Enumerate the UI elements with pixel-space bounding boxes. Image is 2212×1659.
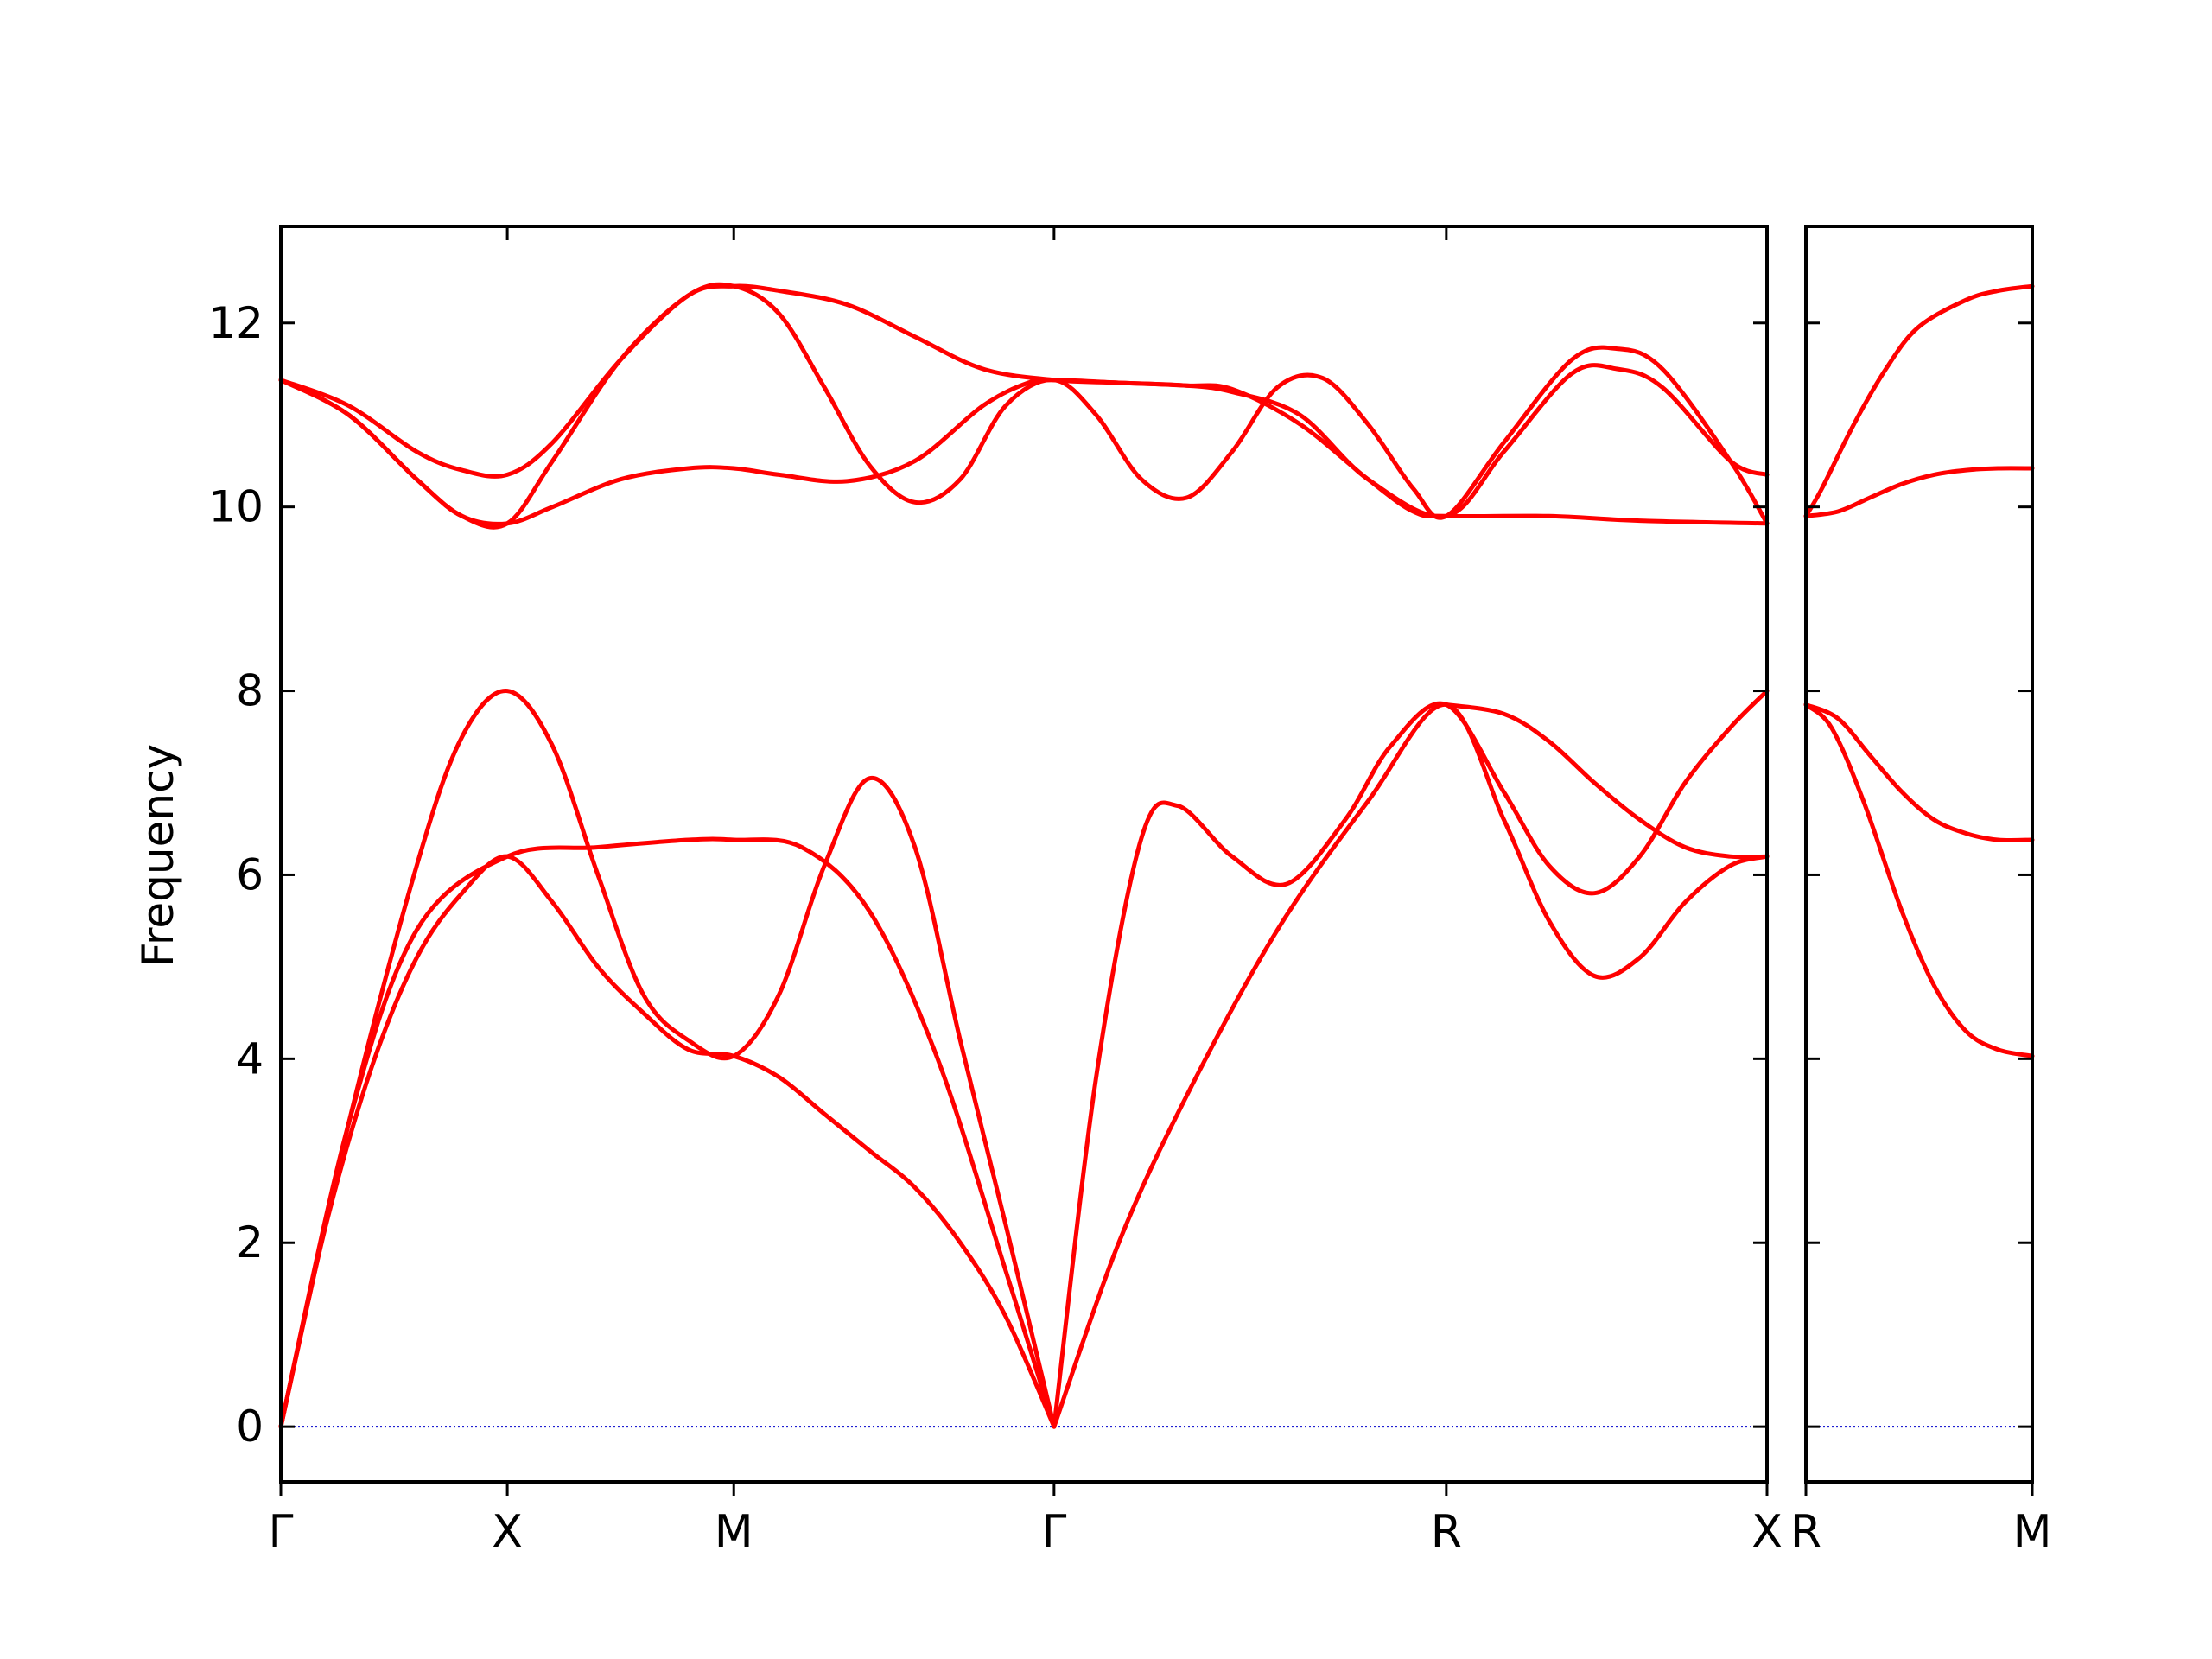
y-tick-label: 6 [236,849,264,899]
side-band-4 [1803,283,2035,518]
y-tick-label: 8 [236,666,264,716]
axes-frame [1804,225,2034,1484]
band-2 [278,689,1057,1429]
y-tick-label: 0 [236,1402,264,1452]
axes-frame [279,225,1769,1484]
band-3 [278,836,1057,1429]
band-1 [278,854,1057,1429]
y-axis-label: Frequency [133,744,183,967]
k-point-label: Γ [269,1506,294,1558]
main-panel: 0 2 4 6 8 10 12 Γ X M Γ R X [208,225,1783,1558]
y-tick-label: 12 [208,298,264,348]
side-band-2 [1803,702,2035,1058]
band-4 [1052,702,1770,1429]
k-point-label: M [715,1506,753,1558]
band-5 [1052,689,1770,1429]
k-point-label: M [2013,1506,2052,1558]
y-tick-label: 10 [208,482,264,532]
y-tick-label: 2 [236,1217,264,1268]
k-point-label: X [1751,1506,1783,1558]
side-band-1 [1803,702,2035,843]
band-9 [278,282,1770,530]
side-band-3 [1803,466,2035,518]
k-point-label: R [1431,1506,1462,1558]
y-tick-label: 4 [236,1033,264,1084]
k-point-label: Γ [1041,1506,1066,1558]
k-point-label: R [1790,1506,1821,1558]
k-point-label: X [492,1506,523,1558]
band-6 [1444,702,1770,860]
band-8 [278,283,1770,519]
